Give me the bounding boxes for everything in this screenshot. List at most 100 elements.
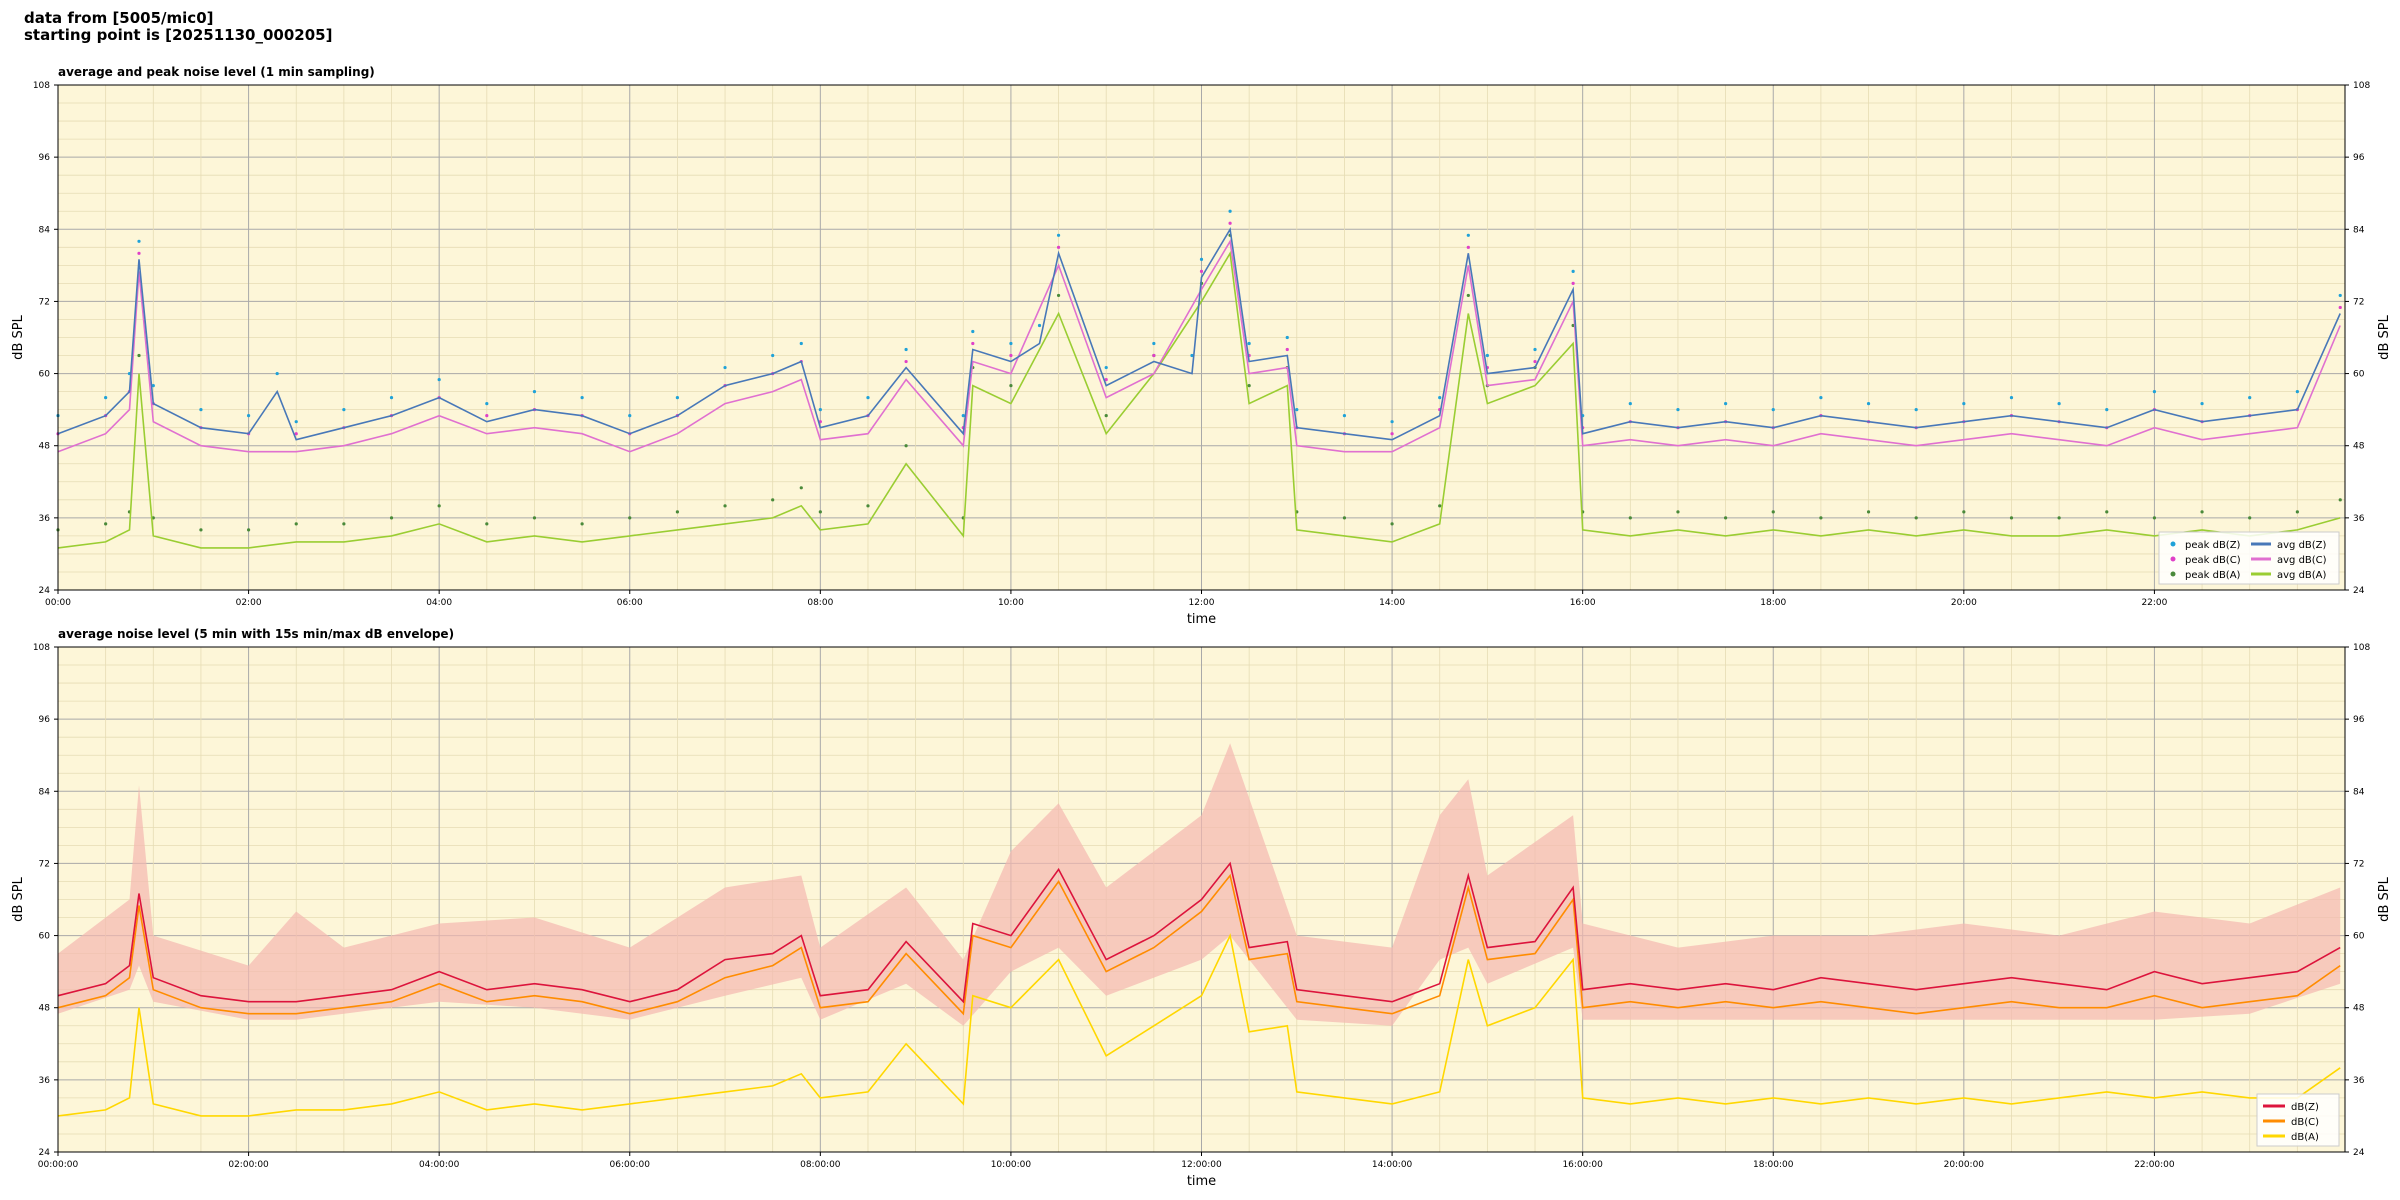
legend-label: dB(Z) <box>2291 1102 2319 1113</box>
series-group <box>57 743 2341 1117</box>
peak-point <box>437 504 441 508</box>
peak-point <box>104 396 108 400</box>
y-tick-label-right: 24 <box>2353 1148 2365 1158</box>
peak-point <box>1466 233 1470 237</box>
y-tick-label-right: 24 <box>2353 586 2365 596</box>
peak-point <box>294 432 298 436</box>
y-tick-label: 60 <box>39 370 51 380</box>
y-tick-label: 72 <box>39 859 50 869</box>
x-tick-label: 12:00:00 <box>1181 1160 1222 1170</box>
legend-marker-dot <box>2170 541 2176 547</box>
peak-point <box>1676 408 1680 412</box>
peak-point <box>1009 353 1013 358</box>
peak-point <box>1962 510 1966 514</box>
peak-point <box>1819 396 1823 400</box>
series-line-avg-db-c <box>57 238 2341 453</box>
peak-point <box>1104 377 1108 382</box>
peak-point <box>1228 221 1232 225</box>
peak-point <box>246 414 251 418</box>
x-tick-label: 04:00:00 <box>419 1160 460 1170</box>
x-tick-label: 20:00 <box>1951 598 1977 608</box>
peak-point <box>1724 516 1728 520</box>
peak-point <box>151 383 155 388</box>
peak-point <box>1438 396 1442 400</box>
x-tick-label: 14:00 <box>1379 598 1405 608</box>
data-source-label: data from [5005/mic0] <box>24 9 214 27</box>
y-tick-label-right: 84 <box>2353 787 2365 797</box>
series-line-avg-db-z <box>57 226 2341 441</box>
x-tick-label: 10:00:00 <box>991 1160 1032 1170</box>
peak-point <box>1190 353 1194 358</box>
peak-point <box>1962 402 1966 406</box>
peak-point <box>2295 510 2299 514</box>
grid <box>57 84 2346 591</box>
y-tick-label: 96 <box>39 153 51 163</box>
peak-point <box>137 251 141 255</box>
y-tick-label-right: 108 <box>2353 643 2370 653</box>
ticks: 24 24 36 36 48 48 60 60 72 72 84 84 96 96 108 108 00:00:… <box>33 643 2371 1170</box>
peak-point <box>2152 516 2157 520</box>
y-tick-label: 48 <box>39 442 51 452</box>
peak-point <box>389 516 394 520</box>
peak-point <box>2248 516 2252 520</box>
peak-point <box>2009 516 2014 520</box>
peak-point <box>1533 359 1537 364</box>
x-tick-label: 16:00 <box>1570 598 1596 608</box>
peak-point <box>628 414 632 418</box>
ticks: 24 24 36 36 48 48 60 60 72 72 84 84 96 96 108 108 00:00 0… <box>33 81 2371 608</box>
x-tick-label: 12:00 <box>1189 598 1215 608</box>
chart-title: average and peak noise level (1 min samp… <box>58 65 375 79</box>
peak-point <box>1199 257 1204 261</box>
peak-point <box>1676 510 1680 514</box>
y-tick-label: 96 <box>39 715 51 725</box>
series-line-db-c <box>57 873 2341 1016</box>
y-tick-label-right: 72 <box>2353 859 2364 869</box>
peak-point <box>2200 510 2204 514</box>
y-tick-label: 72 <box>39 297 50 307</box>
y-tick-label-right: 48 <box>2353 1004 2365 1014</box>
x-tick-label: 22:00 <box>2141 598 2167 608</box>
y-tick-label: 24 <box>39 1148 51 1158</box>
peak-point <box>971 329 975 334</box>
legend-label: avg dB(Z) <box>2277 540 2327 551</box>
peak-point <box>532 516 537 520</box>
peak-point <box>199 408 203 412</box>
y-axis-label-right: dB SPL <box>2377 876 2392 921</box>
legend-marker-dot <box>2170 556 2176 562</box>
peak-point <box>2200 402 2204 406</box>
peak-point <box>1037 323 1042 328</box>
legend-label: avg dB(A) <box>2277 570 2327 581</box>
peak-point <box>675 396 679 400</box>
y-tick-label-right: 36 <box>2353 1076 2365 1086</box>
x-tick-label: 18:00 <box>1760 598 1786 608</box>
y-tick-label: 108 <box>33 81 50 91</box>
x-tick-label: 00:00:00 <box>38 1160 79 1170</box>
peak-point <box>2338 305 2342 310</box>
peak-point <box>1466 245 1470 249</box>
peak-point <box>1628 516 1632 520</box>
peak-point <box>580 396 584 400</box>
peak-point <box>1771 510 1775 514</box>
peak-point <box>1390 420 1394 424</box>
peak-point <box>904 359 908 364</box>
peak-point <box>275 371 279 376</box>
peak-point <box>199 528 203 532</box>
series-group <box>56 209 2342 549</box>
peak-point <box>2105 408 2109 412</box>
y-tick-label: 36 <box>39 514 51 524</box>
peak-point <box>1152 341 1156 346</box>
y-tick-label: 84 <box>39 225 51 235</box>
peak-point <box>1628 402 1632 406</box>
x-tick-label: 18:00:00 <box>1753 1160 1794 1170</box>
peak-point <box>1571 281 1575 285</box>
x-tick-label: 08:00 <box>807 598 833 608</box>
legend-label: peak dB(Z) <box>2185 540 2241 551</box>
peak-point <box>799 341 803 346</box>
peak-point <box>971 341 975 346</box>
x-tick-label: 08:00:00 <box>800 1160 841 1170</box>
peak-point <box>580 522 584 526</box>
y-tick-label-right: 108 <box>2353 81 2370 91</box>
y-tick-label: 108 <box>33 643 50 653</box>
starting-point-label: starting point is [20251130_000205] <box>24 26 333 44</box>
